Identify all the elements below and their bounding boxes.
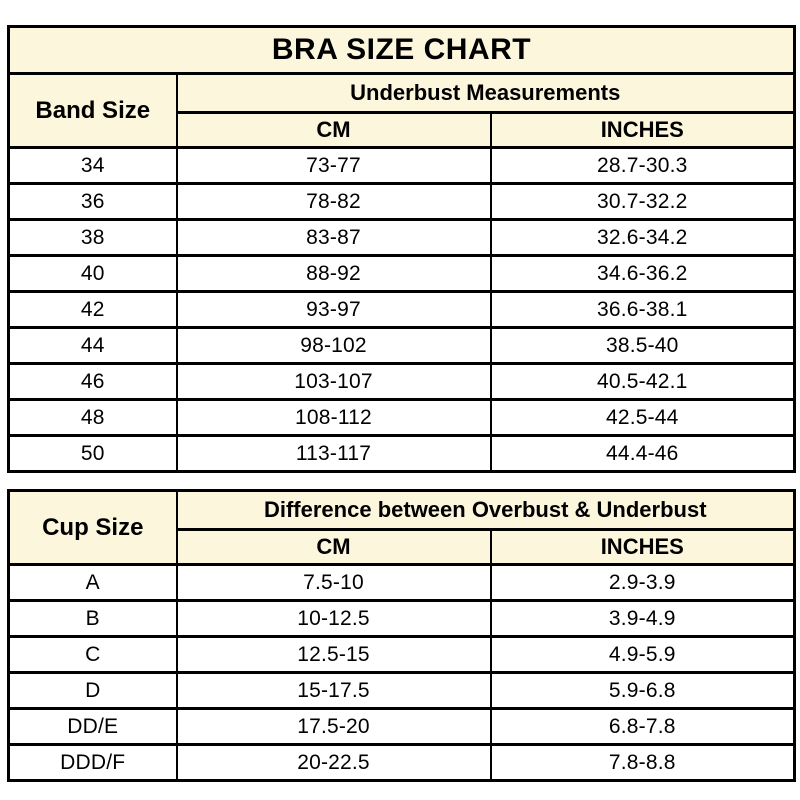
cm-range-cell: 10-12.5 (175, 599, 492, 638)
inches-range-cell: 28.7-30.3 (489, 146, 796, 185)
table-row: DDD/F 20-22.5 7.8-8.8 (7, 743, 796, 782)
inches-range-cell: 44.4-46 (489, 434, 796, 473)
cm-range-cell: 73-77 (175, 146, 492, 185)
inches-range-cell: 30.7-32.2 (489, 182, 796, 221)
table-row: DD/E 17.5-20 6.8-7.8 (7, 707, 796, 746)
band-size-cell: 44 (7, 326, 178, 365)
table-row: 46 103-107 40.5-42.1 (7, 362, 796, 401)
chart-title: BRA SIZE CHART (7, 25, 796, 75)
inches-range-cell: 36.6-38.1 (489, 290, 796, 329)
table-row: 40 88-92 34.6-36.2 (7, 254, 796, 293)
inches-range-cell: 2.9-3.9 (489, 563, 796, 602)
inches-range-cell: 6.8-7.8 (489, 707, 796, 746)
inches-range-cell: 40.5-42.1 (489, 362, 796, 401)
cm-column-header: CM (175, 528, 492, 566)
table-row: 34 73-77 28.7-30.3 (7, 146, 796, 185)
cup-size-header: Cup Size (7, 489, 178, 566)
cm-range-cell: 20-22.5 (175, 743, 492, 782)
cm-range-cell: 103-107 (175, 362, 492, 401)
cm-range-cell: 113-117 (175, 434, 492, 473)
band-size-cell: 36 (7, 182, 178, 221)
table-gap (7, 473, 793, 489)
cup-size-cell: B (7, 599, 178, 638)
group-header-row: Cup Size Difference between Overbust & U… (7, 489, 796, 566)
cm-range-cell: 83-87 (175, 218, 492, 257)
inches-range-cell: 32.6-34.2 (489, 218, 796, 257)
inches-column-header: INCHES (489, 528, 796, 566)
table-row: 48 108-112 42.5-44 (7, 398, 796, 437)
band-size-cell: 50 (7, 434, 178, 473)
cm-range-cell: 15-17.5 (175, 671, 492, 710)
cup-size-cell: C (7, 635, 178, 674)
band-size-cell: 38 (7, 218, 178, 257)
table-row: D 15-17.5 5.9-6.8 (7, 671, 796, 710)
inches-range-cell: 4.9-5.9 (489, 635, 796, 674)
title-row: BRA SIZE CHART (7, 25, 796, 75)
cm-range-cell: 88-92 (175, 254, 492, 293)
cm-column-header: CM (175, 111, 492, 149)
inches-range-cell: 7.8-8.8 (489, 743, 796, 782)
cup-size-cell: D (7, 671, 178, 710)
band-size-cell: 48 (7, 398, 178, 437)
cup-size-cell: A (7, 563, 178, 602)
inches-range-cell: 5.9-6.8 (489, 671, 796, 710)
band-size-cell: 42 (7, 290, 178, 329)
table-row: A 7.5-10 2.9-3.9 (7, 563, 796, 602)
cm-range-cell: 17.5-20 (175, 707, 492, 746)
band-size-header: Band Size (7, 72, 178, 149)
table-row: 38 83-87 32.6-34.2 (7, 218, 796, 257)
inches-range-cell: 38.5-40 (489, 326, 796, 365)
cm-range-cell: 7.5-10 (175, 563, 492, 602)
underbust-measurements-header: Underbust Measurements (175, 72, 796, 114)
table-row: 36 78-82 30.7-32.2 (7, 182, 796, 221)
band-size-cell: 40 (7, 254, 178, 293)
group-header-row: Band Size Underbust Measurements (7, 72, 796, 149)
table-row: 50 113-117 44.4-46 (7, 434, 796, 473)
cm-range-cell: 98-102 (175, 326, 492, 365)
inches-column-header: INCHES (489, 111, 796, 149)
subcolumn-header-row: CM INCHES (9, 111, 796, 149)
cm-range-cell: 78-82 (175, 182, 492, 221)
cup-size-cell: DD/E (7, 707, 178, 746)
inches-range-cell: 42.5-44 (489, 398, 796, 437)
cm-range-cell: 12.5-15 (175, 635, 492, 674)
cm-range-cell: 93-97 (175, 290, 492, 329)
band-size-cell: 46 (7, 362, 178, 401)
inches-range-cell: 3.9-4.9 (489, 599, 796, 638)
table-row: 44 98-102 38.5-40 (7, 326, 796, 365)
table-row: 42 93-97 36.6-38.1 (7, 290, 796, 329)
band-size-cell: 34 (7, 146, 178, 185)
difference-overbust-underbust-header: Difference between Overbust & Underbust (175, 489, 796, 531)
band-size-table: BRA SIZE CHART Band Size Underbust Measu… (7, 25, 796, 473)
table-row: B 10-12.5 3.9-4.9 (7, 599, 796, 638)
cup-size-table: Cup Size Difference between Overbust & U… (7, 489, 797, 782)
subcolumn-header-row: CM INCHES (9, 528, 796, 566)
cm-range-cell: 108-112 (175, 398, 492, 437)
inches-range-cell: 34.6-36.2 (489, 254, 796, 293)
table-row: C 12.5-15 4.9-5.9 (7, 635, 796, 674)
cup-size-cell: DDD/F (7, 743, 178, 782)
